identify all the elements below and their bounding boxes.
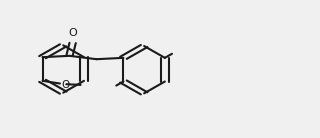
Text: O: O [61, 80, 70, 90]
Text: O: O [68, 28, 77, 38]
